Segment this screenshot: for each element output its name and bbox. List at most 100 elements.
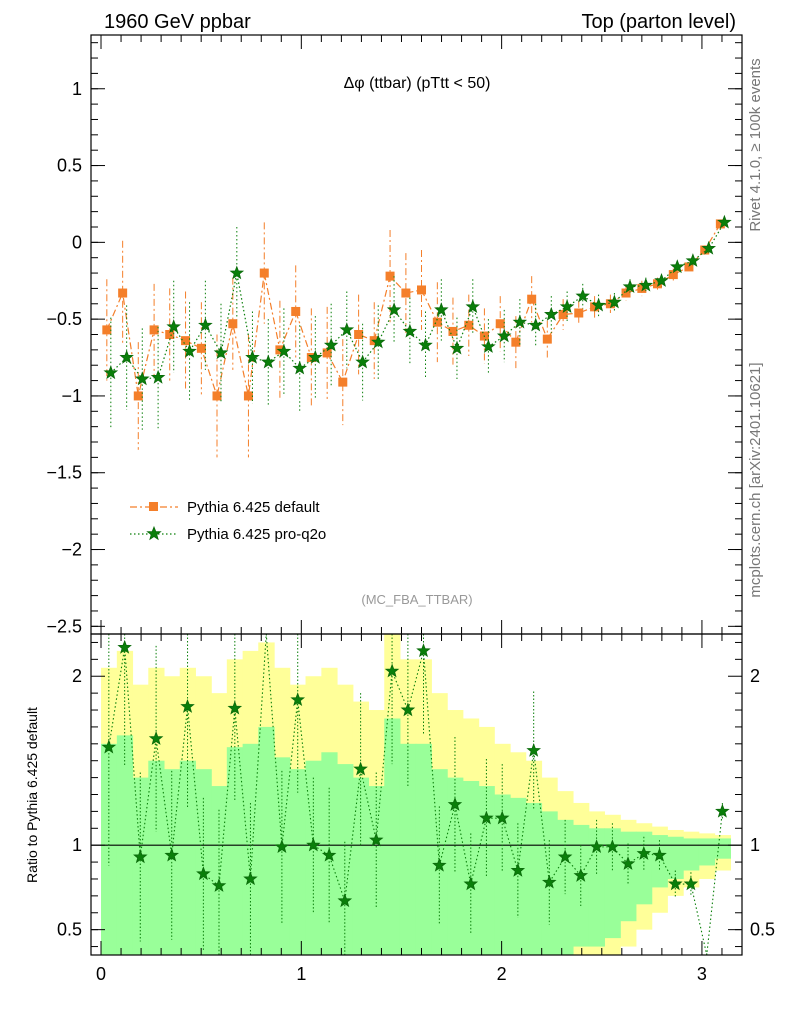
data-point-square bbox=[385, 271, 395, 281]
ratio-point bbox=[243, 871, 258, 886]
data-point-square bbox=[102, 325, 112, 335]
data-point-square bbox=[228, 319, 238, 329]
main-panel: Δφ (ttbar) (pTtt < 50) (MC_FBA_TTBAR) bbox=[102, 75, 732, 607]
band-inner-bin bbox=[305, 760, 322, 955]
header-right: Top (parton level) bbox=[581, 11, 736, 33]
band-inner-bin bbox=[525, 802, 543, 955]
data-point-square bbox=[621, 288, 631, 298]
band-inner-bin bbox=[352, 777, 370, 955]
plot-title: Δφ (ttbar) (pTtt < 50) bbox=[344, 75, 491, 92]
data-point-star bbox=[198, 317, 213, 332]
legend-entry-proq2o: Pythia 6.425 pro-q2o bbox=[130, 525, 326, 543]
data-point-star bbox=[638, 277, 654, 292]
ratio-panel: Ratio to Pythia 6.425 default bbox=[24, 633, 742, 956]
ratio-y-tick-label-right: 1 bbox=[750, 835, 760, 855]
band-inner-bin bbox=[384, 718, 401, 955]
data-point-square bbox=[558, 310, 568, 320]
ratio-point bbox=[227, 700, 243, 715]
data-point-square bbox=[652, 279, 662, 289]
data-point-star bbox=[654, 273, 669, 287]
ratio-point bbox=[416, 643, 431, 658]
legend-label-proq2o: Pythia 6.425 pro-q2o bbox=[187, 526, 326, 543]
ratio-point bbox=[715, 803, 730, 818]
data-point-square bbox=[259, 268, 269, 278]
main-frame bbox=[90, 34, 743, 635]
data-point-star bbox=[685, 253, 701, 267]
band-inner-bin bbox=[289, 769, 307, 955]
data-point-square bbox=[464, 320, 474, 330]
mcplots-label: mcplots.cern.ch [arXiv:2401.10621] bbox=[747, 362, 764, 597]
series-line-star bbox=[110, 222, 725, 380]
y-tick-label: −1.5 bbox=[46, 463, 82, 483]
data-point-star bbox=[103, 365, 119, 380]
band-inner-bin bbox=[132, 777, 149, 955]
data-point-star bbox=[449, 340, 465, 355]
ratio-ylabel: Ratio to Pythia 6.425 default bbox=[24, 707, 40, 883]
data-point-star bbox=[182, 343, 197, 358]
data-point-square bbox=[684, 262, 694, 272]
data-point-star bbox=[717, 214, 732, 229]
ratio-point bbox=[589, 839, 604, 854]
data-point-square bbox=[149, 325, 159, 335]
data-point-square bbox=[212, 391, 222, 401]
ratio-point bbox=[101, 739, 117, 754]
data-point-square bbox=[322, 348, 332, 358]
band-inner-bin bbox=[588, 828, 605, 947]
ratio-point bbox=[306, 837, 321, 852]
band-inner-bin bbox=[572, 824, 590, 947]
data-point-star bbox=[355, 354, 370, 369]
y-tick-label: −2 bbox=[61, 540, 82, 560]
ratio-point bbox=[274, 839, 290, 854]
data-point-square bbox=[448, 326, 458, 336]
data-point-square bbox=[700, 245, 710, 255]
ratio-point bbox=[432, 857, 447, 872]
ratio-point bbox=[526, 742, 542, 757]
legend-marker-star bbox=[146, 525, 162, 541]
band-inner-bin bbox=[101, 743, 118, 955]
band-inner-bin bbox=[494, 794, 511, 955]
ratio-point bbox=[133, 849, 148, 864]
y-tick-label: −2.5 bbox=[46, 616, 82, 636]
data-point-star bbox=[308, 349, 323, 364]
data-point-square bbox=[715, 219, 725, 229]
data-point-star bbox=[166, 319, 181, 334]
ratio-point bbox=[164, 847, 179, 862]
ratio-y-tick-label: 0.5 bbox=[57, 920, 82, 940]
data-point-star bbox=[229, 265, 245, 280]
ratio-y-tick-label-right: 2 bbox=[750, 666, 760, 686]
ratio-point bbox=[148, 731, 164, 745]
data-point-square bbox=[354, 330, 364, 339]
data-point-square bbox=[605, 299, 615, 309]
band-inner-bin bbox=[415, 743, 432, 955]
ratio-point bbox=[463, 876, 479, 891]
band-inner-bin bbox=[258, 726, 275, 955]
ratio-point bbox=[573, 867, 589, 882]
band-inner-bin bbox=[604, 828, 621, 939]
data-point-star bbox=[402, 323, 418, 338]
band-inner-bin bbox=[368, 786, 385, 955]
data-point-star bbox=[434, 302, 449, 317]
ratio-point bbox=[400, 702, 416, 717]
data-point-star bbox=[607, 294, 622, 309]
ratio-point bbox=[384, 663, 400, 678]
data-point-star bbox=[213, 345, 229, 360]
data-point-square bbox=[574, 308, 584, 318]
x-tick-label: 0 bbox=[96, 964, 106, 984]
data-point-square bbox=[196, 343, 206, 353]
ratio-y-tick-label: 1 bbox=[72, 835, 82, 855]
data-point-square bbox=[542, 334, 552, 344]
data-point-square bbox=[338, 377, 348, 387]
ratio-point bbox=[290, 692, 306, 707]
band-inner-bin bbox=[635, 831, 653, 905]
data-point-star bbox=[276, 343, 292, 358]
ratio-point bbox=[494, 810, 510, 825]
data-point-star bbox=[622, 279, 638, 294]
data-point-star bbox=[323, 337, 339, 352]
y-tick-label: 1 bbox=[72, 79, 82, 99]
data-point-square bbox=[527, 294, 537, 304]
ratio-point bbox=[652, 847, 667, 862]
data-point-star bbox=[339, 322, 355, 337]
ratio-y-tick-label-right: 0.5 bbox=[750, 920, 775, 940]
band-inner-bin bbox=[399, 743, 417, 955]
ratio-point bbox=[636, 845, 652, 860]
